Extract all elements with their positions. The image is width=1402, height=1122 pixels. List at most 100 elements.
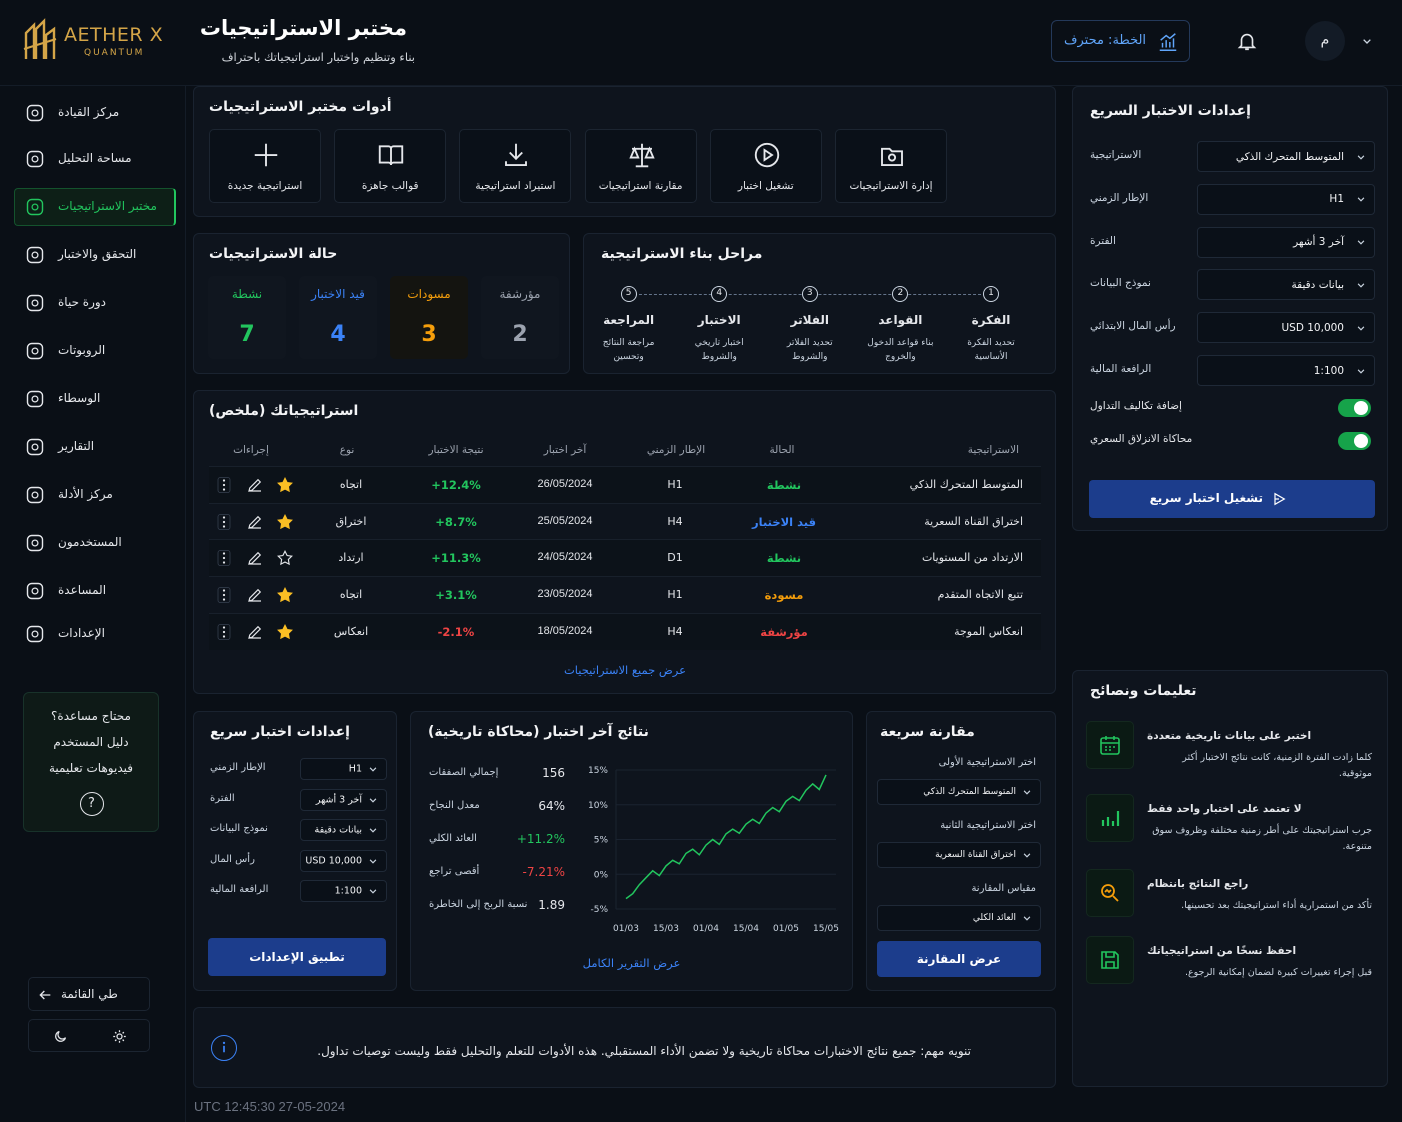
- status-box: مسودات 3: [390, 276, 468, 359]
- nav-item[interactable]: التقارير: [58, 439, 95, 453]
- select[interactable]: H1: [300, 758, 387, 780]
- select[interactable]: بيانات دقيقة: [300, 819, 387, 841]
- select[interactable]: المتوسط المتحرك الذكي: [877, 779, 1041, 805]
- icon-part: [26, 294, 44, 312]
- view-all-link[interactable]: عرض جميع الاستراتيجيات: [563, 663, 687, 677]
- row-star[interactable]: [276, 623, 294, 641]
- field-label: اختر الاستراتيجية الأولى: [938, 757, 1036, 768]
- tool-button[interactable]: استيراد استراتيجية: [459, 129, 572, 203]
- strategy-type: اختراق: [335, 514, 367, 528]
- icon-part: [222, 483, 226, 487]
- row-star[interactable]: [276, 513, 294, 531]
- tip-title: لا تعتمد على اختبار واحد فقط: [1147, 803, 1302, 815]
- status-box: مؤرشفة 2: [481, 276, 559, 359]
- icon-part: [754, 142, 779, 168]
- icon-part: [26, 534, 44, 552]
- tool-icon: [254, 143, 278, 167]
- help-link[interactable]: فيديوهات تعليمية: [48, 761, 133, 775]
- help-icon[interactable]: ?: [80, 792, 104, 816]
- table-row: تتبع الاتجاه المتقدم مسودة H1 23/05/2024 +3.…: [209, 576, 1041, 614]
- icon-part: [763, 148, 774, 162]
- run-button[interactable]: تشغيل اختبار سريع: [1089, 480, 1375, 518]
- strategy-name: الارتداد من المستويات: [921, 551, 1023, 565]
- nav-item[interactable]: المستخدمون: [58, 535, 122, 549]
- nav-item[interactable]: المساعدة: [58, 583, 107, 597]
- select[interactable]: آخر 3 أشهر: [300, 789, 387, 811]
- select[interactable]: 10,000 USD: [300, 850, 387, 872]
- strategy-status: نشطة: [766, 478, 802, 492]
- select[interactable]: 10,000 USD: [1197, 312, 1375, 344]
- row-edit[interactable]: [246, 623, 264, 641]
- nav-item[interactable]: التحقق والاختبار: [58, 247, 137, 261]
- nav-icon: [26, 294, 44, 312]
- nav-item[interactable]: مختبر الاستراتيجيات: [58, 199, 157, 213]
- row-menu[interactable]: [215, 623, 233, 641]
- collapse-button[interactable]: طي القائمة: [28, 977, 150, 1011]
- row-edit[interactable]: [246, 549, 264, 567]
- select[interactable]: المتوسط المتحرك الذكي: [1197, 141, 1375, 172]
- select[interactable]: العائد الكلي: [877, 905, 1041, 931]
- timestamp: UTC 12:45:30 27-05-2024: [194, 1099, 346, 1114]
- select[interactable]: بيانات دقيقة: [1197, 269, 1375, 301]
- plan-button[interactable]: الخطة: محترف: [1051, 20, 1190, 62]
- row-menu[interactable]: [215, 586, 233, 604]
- icon-part: [1357, 368, 1365, 374]
- nav-item[interactable]: الروبوتات: [58, 343, 106, 357]
- full-report-link[interactable]: عرض التقرير الكامل: [582, 956, 681, 970]
- select[interactable]: H1: [1197, 183, 1375, 215]
- select[interactable]: اختراق القناة السعرية: [877, 842, 1041, 868]
- icon-part: [222, 626, 226, 629]
- avatar[interactable]: م: [1305, 21, 1345, 61]
- tool-button[interactable]: تشغيل اختبار: [709, 129, 822, 203]
- row-star[interactable]: [276, 476, 294, 494]
- status-count: 4: [330, 322, 346, 347]
- tool-button[interactable]: استراتيجية جديدة: [209, 129, 321, 203]
- icon-part: [222, 525, 226, 528]
- tool-button[interactable]: مقارنة استراتيجيات: [584, 129, 697, 203]
- toggle[interactable]: [1338, 399, 1371, 417]
- field-label: نموذج البيانات: [1090, 277, 1151, 290]
- select[interactable]: 1:100: [300, 880, 387, 902]
- icon-part: [217, 513, 231, 530]
- row-menu[interactable]: [215, 549, 233, 567]
- icon-part: [31, 539, 39, 547]
- stage-number: 2: [892, 286, 909, 302]
- select[interactable]: 1:100: [1197, 355, 1375, 386]
- stat-value: 64%: [538, 799, 565, 813]
- row-edit[interactable]: [246, 513, 264, 531]
- row-star[interactable]: [276, 549, 294, 567]
- nav-item[interactable]: الإعدادات: [58, 626, 105, 640]
- row-menu[interactable]: [215, 476, 233, 494]
- row-edit[interactable]: [246, 476, 264, 494]
- card-title: مراحل بناء الاستراتيجية: [601, 246, 763, 262]
- nav-active: [14, 188, 176, 226]
- nav-item[interactable]: مركز الأدلة: [58, 487, 113, 501]
- strategy-type: اتجاه: [339, 588, 363, 602]
- tool-icon: [754, 142, 779, 168]
- field-label: الرافعة المالية: [1090, 363, 1152, 375]
- row-edit[interactable]: [246, 586, 264, 604]
- theme-toggle[interactable]: [28, 1019, 150, 1052]
- chevron: [369, 889, 377, 894]
- strategy-timeframe: H4: [667, 624, 683, 638]
- icon-part: [222, 479, 226, 482]
- help-link[interactable]: دليل المستخدم: [53, 735, 129, 749]
- nav-item[interactable]: مركز القيادة: [58, 105, 120, 119]
- tool-button[interactable]: قوالب جاهزة: [334, 129, 447, 203]
- compare-button[interactable]: عرض المقارنة: [877, 941, 1041, 977]
- select[interactable]: آخر 3 أشهر: [1197, 226, 1375, 258]
- card-title: إعدادات الاختبار السريع: [1090, 103, 1251, 119]
- row-star[interactable]: [276, 586, 294, 604]
- toggle[interactable]: [1338, 432, 1371, 450]
- tool-button[interactable]: إدارة الاستراتيجيات: [835, 129, 947, 203]
- row-menu[interactable]: [215, 513, 233, 531]
- help-title: محتاج مساعدة؟: [51, 709, 131, 723]
- stat-label: أقصى تراجع: [429, 866, 480, 877]
- apply-button[interactable]: تطبيق الإعدادات: [208, 938, 386, 976]
- chevron: [1357, 283, 1365, 288]
- nav-item[interactable]: دورة حياة: [58, 295, 107, 309]
- stage-number-text: 4: [716, 288, 723, 298]
- nav-item[interactable]: مساحة التحليل: [58, 151, 132, 165]
- icon-part: [31, 155, 39, 163]
- nav-item[interactable]: الوسطاء: [58, 391, 101, 405]
